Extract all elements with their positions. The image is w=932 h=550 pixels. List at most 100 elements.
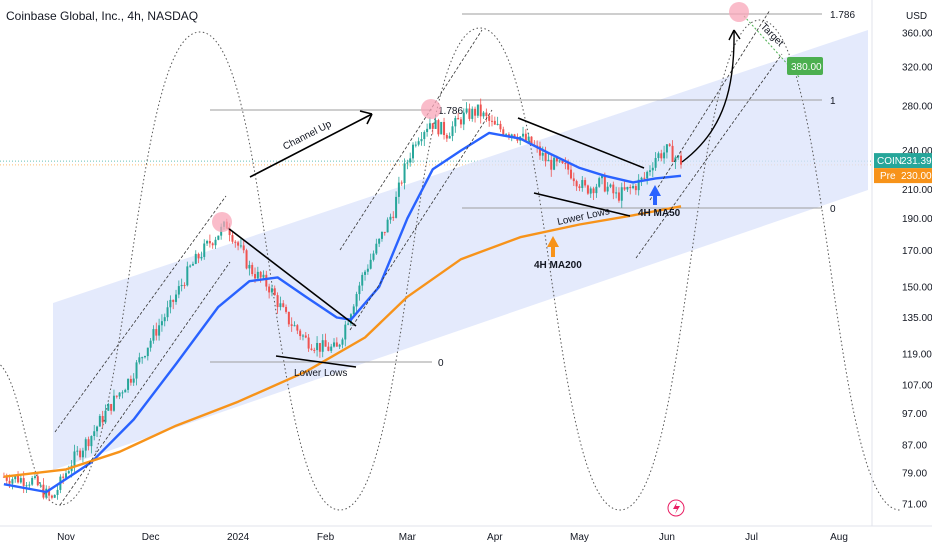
candle-body <box>648 170 651 172</box>
y-tick-label: 170.00 <box>902 246 932 257</box>
candle-body <box>575 181 578 187</box>
candle-body <box>369 259 372 269</box>
channel-band <box>53 30 868 470</box>
candle-body <box>189 265 192 267</box>
trend-line-2 <box>517 117 645 169</box>
trend-line-7 <box>349 109 493 331</box>
candle-body <box>445 135 448 139</box>
candle-body <box>5 476 8 481</box>
candle-body <box>127 378 130 390</box>
x-tick-label: Jun <box>659 532 675 543</box>
candle-body <box>451 126 454 137</box>
y-tick-label: 135.00 <box>902 313 932 324</box>
fib-label-mid_1786: 1.786 <box>438 106 463 117</box>
candle-body <box>476 104 479 116</box>
fib-label-upper_1786: 1.786 <box>830 10 855 21</box>
candle-body <box>643 177 646 179</box>
candle-body <box>158 325 161 336</box>
candle-body <box>175 294 178 302</box>
candle-body <box>228 228 231 236</box>
candle-body <box>152 329 155 341</box>
candle-body <box>567 163 570 170</box>
ma50-label: 4H MA50 <box>638 208 681 219</box>
candle-body <box>296 325 299 331</box>
candle-body <box>39 484 42 486</box>
candle-body <box>457 118 460 120</box>
candle-body <box>248 264 251 269</box>
candle-body <box>183 284 186 286</box>
candle-body <box>115 395 118 397</box>
ma50-arrow-icon <box>649 185 661 205</box>
candle-body <box>166 307 169 318</box>
candle-body <box>194 253 197 264</box>
candle-body <box>482 112 485 117</box>
candle-body <box>124 389 127 393</box>
candle-body <box>485 112 488 117</box>
candle-body <box>522 133 525 137</box>
y-tick-label: 240.00 <box>902 146 932 157</box>
candle-body <box>163 317 166 322</box>
candle-body <box>505 134 508 136</box>
candle-body <box>50 495 53 498</box>
candle-body <box>290 324 293 326</box>
candle-body <box>440 121 443 135</box>
candle-body <box>677 155 680 158</box>
candle-body <box>584 180 587 186</box>
candle-body <box>601 175 604 179</box>
price-candles <box>2 98 683 502</box>
candle-body <box>301 335 304 337</box>
candle-body <box>490 120 493 122</box>
candle-body <box>344 324 347 340</box>
candle-body <box>510 134 513 137</box>
y-tick-label: 71.00 <box>902 500 927 511</box>
candle-body <box>81 450 84 458</box>
candle-body <box>93 431 96 437</box>
candle-body <box>211 243 214 246</box>
candle-body <box>8 480 11 484</box>
candle-body <box>626 186 629 190</box>
candle-body <box>434 120 437 129</box>
candle-body <box>330 346 333 351</box>
pre-price-value: 230.00 <box>901 171 932 182</box>
pre-price-label: Pre <box>880 171 896 182</box>
candle-body <box>465 108 468 113</box>
candle-body <box>572 178 575 182</box>
y-tick-label: 280.00 <box>902 101 932 112</box>
candle-body <box>409 158 412 163</box>
candle-body <box>663 152 666 159</box>
candle-body <box>33 476 36 478</box>
candle-body <box>293 325 296 327</box>
peak-marker <box>421 99 441 119</box>
candle-body <box>245 250 248 269</box>
candle-body <box>333 342 336 347</box>
candle-body <box>11 479 14 484</box>
pre-price-badge <box>874 168 932 184</box>
candle-body <box>318 342 321 352</box>
candle-body <box>242 245 245 251</box>
candle-body <box>383 231 386 233</box>
candle-body <box>118 392 121 397</box>
projection-curve <box>681 29 735 163</box>
candle-body <box>341 339 344 345</box>
candle-body <box>547 159 550 162</box>
candle-body <box>259 271 262 278</box>
candle-body <box>310 348 313 350</box>
candle-body <box>553 157 556 170</box>
candle-body <box>28 484 31 486</box>
last-price-value: 231.39 <box>901 156 932 167</box>
candle-body <box>366 268 369 272</box>
candle-body <box>217 235 220 240</box>
currency-label[interactable]: USD <box>906 11 928 22</box>
candle-body <box>355 294 358 307</box>
candle-body <box>191 263 194 266</box>
candle-body <box>479 104 482 117</box>
candle-body <box>668 144 671 146</box>
candle-body <box>448 136 451 139</box>
candle-body <box>403 163 406 184</box>
candle-body <box>437 120 440 135</box>
candle-body <box>380 231 383 239</box>
trend-line-4 <box>54 195 227 433</box>
candle-body <box>632 186 635 189</box>
